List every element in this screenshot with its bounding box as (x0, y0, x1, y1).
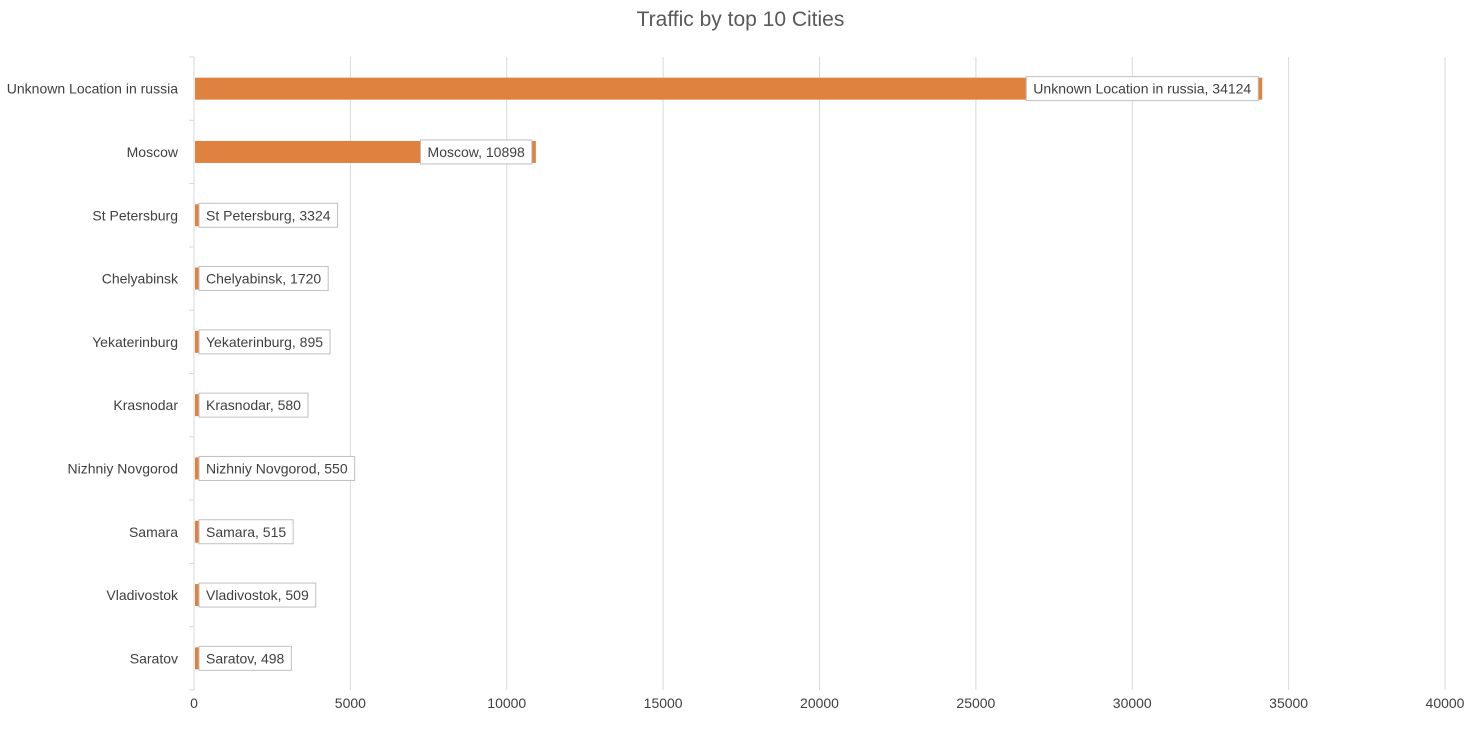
x-tick-label: 0 (190, 695, 198, 711)
data-label: St Petersburg, 3324 (198, 202, 339, 228)
data-label-box (198, 392, 309, 418)
data-label-box (198, 329, 331, 355)
data-label-box (198, 519, 294, 545)
data-label: Samara, 515 (198, 519, 294, 545)
data-label: Saratov, 498 (198, 645, 292, 671)
bar (195, 77, 1263, 100)
data-label-text: Samara, 515 (206, 524, 286, 540)
x-tick-label: 35000 (1269, 695, 1308, 711)
data-label-box (1025, 76, 1259, 102)
data-label-box (198, 645, 292, 671)
data-label-box (198, 455, 356, 481)
data-label-text: Unknown Location in russia, 34124 (1033, 81, 1251, 97)
category-label: Moscow (127, 144, 179, 160)
data-label-text: Moscow, 10898 (428, 144, 525, 160)
data-label: Nizhniy Novgorod, 550 (198, 455, 356, 481)
data-label: Chelyabinsk, 1720 (198, 266, 329, 292)
x-tick-label: 20000 (800, 695, 839, 711)
category-label: Saratov (130, 650, 178, 666)
x-tick-label: 40000 (1426, 695, 1465, 711)
category-label: St Petersburg (92, 207, 178, 223)
x-tick-label: 25000 (956, 695, 995, 711)
category-label: Chelyabinsk (102, 271, 179, 287)
x-tick-label: 10000 (487, 695, 526, 711)
data-label-text: Vladivostok, 509 (206, 587, 309, 603)
data-label: Vladivostok, 509 (198, 582, 317, 608)
data-label-text: Saratov, 498 (206, 650, 285, 666)
data-label-text: Nizhniy Novgorod, 550 (206, 460, 348, 476)
x-tick-label: 15000 (644, 695, 683, 711)
category-label: Krasnodar (113, 397, 178, 413)
data-label-text: Yekaterinburg, 895 (206, 334, 323, 350)
x-tick-label: 30000 (1113, 695, 1152, 711)
x-tick-label: 5000 (335, 695, 366, 711)
data-label-text: Chelyabinsk, 1720 (206, 271, 321, 287)
category-label: Vladivostok (106, 587, 179, 603)
category-label: Yekaterinburg (92, 334, 178, 350)
data-label-box (198, 266, 329, 292)
data-label: Moscow, 10898 (420, 139, 533, 165)
category-label: Nizhniy Novgorod (68, 460, 179, 476)
data-label-text: St Petersburg, 3324 (206, 207, 331, 223)
data-label: Unknown Location in russia, 34124 (1025, 76, 1259, 102)
category-label: Samara (129, 524, 178, 540)
data-label: Krasnodar, 580 (198, 392, 309, 418)
data-label: Yekaterinburg, 895 (198, 329, 331, 355)
chart-title: Traffic by top 10 Cities (636, 8, 845, 31)
data-label-box (198, 202, 339, 228)
category-label: Unknown Location in russia (7, 81, 178, 97)
data-label-text: Krasnodar, 580 (206, 397, 301, 413)
data-label-box (198, 582, 317, 608)
data-label-box (420, 139, 533, 165)
